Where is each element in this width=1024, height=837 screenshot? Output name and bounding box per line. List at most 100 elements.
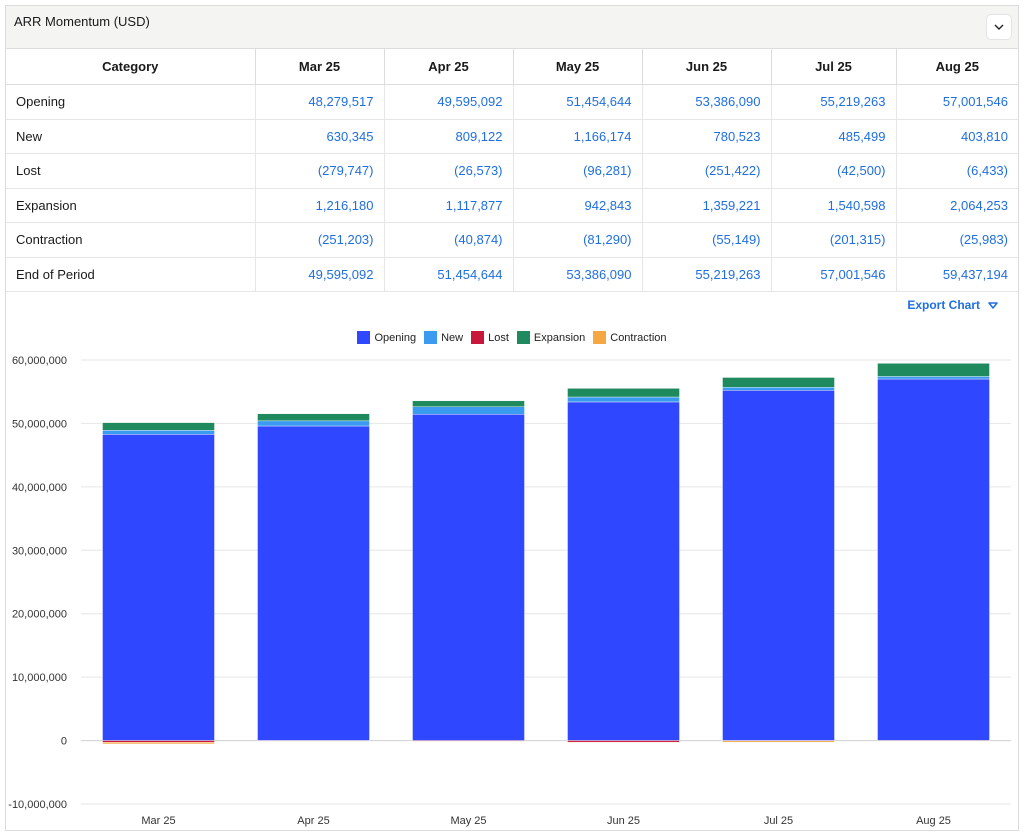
- bar-segment-opening[interactable]: [722, 390, 835, 741]
- bar-segment-contraction[interactable]: [102, 742, 215, 745]
- legend-label: New: [441, 331, 464, 344]
- panel-title: ARR Momentum (USD): [14, 14, 150, 29]
- arr-momentum-panel: ARR Momentum (USD) Category Mar 25 Apr 2…: [5, 5, 1019, 831]
- bar-segment-contraction[interactable]: [567, 741, 680, 743]
- bar-segment-expansion[interactable]: [877, 363, 990, 377]
- table-cell-link[interactable]: 48,279,517: [255, 84, 385, 120]
- bar-segment-new[interactable]: [102, 430, 215, 435]
- bar-segment-opening[interactable]: [412, 414, 525, 741]
- table-cell-link[interactable]: (251,422): [642, 153, 772, 189]
- bar-segment-opening[interactable]: [567, 401, 680, 741]
- bar-segment-contraction[interactable]: [412, 740, 525, 742]
- legend-swatch: [424, 331, 438, 344]
- table-cell-link[interactable]: 1,540,598: [771, 188, 897, 223]
- table-cell-link[interactable]: 49,595,092: [384, 84, 514, 120]
- bar-segment-new[interactable]: [722, 387, 835, 391]
- table-cell-link[interactable]: 55,219,263: [642, 257, 772, 292]
- legend-item-opening[interactable]: Opening: [357, 331, 416, 344]
- panel-header: ARR Momentum (USD): [6, 6, 1018, 49]
- row-category: Expansion: [6, 188, 256, 223]
- bar-segment-contraction[interactable]: [877, 740, 990, 742]
- bar-segment-contraction[interactable]: [722, 740, 835, 743]
- legend-swatch: [516, 331, 530, 344]
- legend-item-contraction[interactable]: Contraction: [593, 331, 667, 344]
- table-cell-link[interactable]: (96,281): [513, 153, 643, 189]
- table-cell-link[interactable]: 51,454,644: [384, 257, 514, 292]
- row-category: Opening: [6, 84, 256, 120]
- bar-segment-lost[interactable]: [567, 740, 680, 743]
- bar-segment-expansion[interactable]: [412, 400, 525, 408]
- table-cell-link[interactable]: 1,166,174: [513, 119, 643, 154]
- bar-segment-new[interactable]: [877, 376, 990, 380]
- y-tick-label: 10,000,000: [12, 672, 67, 684]
- arr-table: Category Mar 25 Apr 25 May 25 Jun 25 Jul…: [6, 49, 1018, 292]
- table-cell-link[interactable]: 51,454,644: [513, 84, 643, 120]
- bar-segment-lost[interactable]: [102, 740, 215, 743]
- table-cell-link[interactable]: 630,345: [255, 119, 385, 154]
- column-header[interactable]: Jul 25: [771, 49, 897, 85]
- row-category: End of Period: [6, 257, 256, 292]
- table-cell-link[interactable]: 57,001,546: [771, 257, 897, 292]
- bar-segment-new[interactable]: [257, 420, 370, 427]
- table-cell-link[interactable]: 2,064,253: [896, 188, 1018, 223]
- table-cell-link[interactable]: 55,219,263: [771, 84, 897, 120]
- chevron-down-icon: [994, 24, 1004, 30]
- x-tick-label: Mar 25: [141, 815, 175, 827]
- export-chart-button[interactable]: Export Chart: [907, 298, 998, 312]
- arr-stacked-bar-chart: 60,000,000 50,000,000 40,000,000 30,000,000…: [8, 355, 1011, 827]
- table-cell-link[interactable]: (25,983): [896, 222, 1018, 258]
- bar-segment-expansion[interactable]: [567, 388, 680, 398]
- table-cell-link[interactable]: 53,386,090: [513, 257, 643, 292]
- x-tick-label: Apr 25: [297, 815, 329, 827]
- bar-segment-new[interactable]: [567, 396, 680, 403]
- legend-item-lost[interactable]: Lost: [471, 331, 509, 344]
- bar-segment-expansion[interactable]: [257, 413, 370, 422]
- table-cell-link[interactable]: (279,747): [255, 153, 385, 189]
- bar-segment-contraction[interactable]: [257, 740, 370, 742]
- column-header[interactable]: Jun 25: [642, 49, 772, 85]
- bar-segment-opening[interactable]: [257, 425, 370, 741]
- triangle-down-icon: [988, 301, 998, 309]
- table-cell-link[interactable]: (201,315): [771, 222, 897, 258]
- legend-swatch: [593, 331, 607, 344]
- table-cell-link[interactable]: 485,499: [771, 119, 897, 154]
- column-header[interactable]: Mar 25: [255, 49, 385, 85]
- row-category: Lost: [6, 153, 256, 189]
- y-tick-label: -10,000,000: [8, 799, 67, 811]
- table-cell-link[interactable]: 53,386,090: [642, 84, 772, 120]
- table-cell-link[interactable]: 1,216,180: [255, 188, 385, 223]
- column-header[interactable]: Aug 25: [896, 49, 1018, 85]
- table-cell-link[interactable]: (81,290): [513, 222, 643, 258]
- table-cell-link[interactable]: (26,573): [384, 153, 514, 189]
- table-cell-link[interactable]: (251,203): [255, 222, 385, 258]
- bar-segment-opening[interactable]: [877, 378, 990, 741]
- table-cell-link[interactable]: 59,437,194: [896, 257, 1018, 292]
- table-row: Expansion 1,216,180 1,117,877 942,843 1,…: [6, 188, 1018, 223]
- table-cell-link[interactable]: 49,595,092: [255, 257, 385, 292]
- column-header[interactable]: Category: [6, 49, 256, 85]
- table-cell-link[interactable]: 809,122: [384, 119, 514, 154]
- table-cell-link[interactable]: (40,874): [384, 222, 514, 258]
- table-cell-link[interactable]: 780,523: [642, 119, 772, 154]
- collapse-button[interactable]: [986, 14, 1012, 40]
- table-cell-link[interactable]: 57,001,546: [896, 84, 1018, 120]
- column-header[interactable]: May 25: [513, 49, 643, 85]
- legend-label: Lost: [488, 331, 509, 344]
- table-cell-link[interactable]: 1,359,221: [642, 188, 772, 223]
- legend-item-expansion[interactable]: Expansion: [516, 331, 585, 344]
- y-tick-label: 60,000,000: [12, 355, 67, 367]
- legend-item-new[interactable]: New: [424, 331, 463, 344]
- bar-segment-expansion[interactable]: [722, 377, 835, 388]
- bar-segment-new[interactable]: [412, 406, 525, 415]
- table-cell-link[interactable]: (6,433): [896, 153, 1018, 189]
- bar-segment-expansion[interactable]: [102, 422, 215, 431]
- y-tick-label: 40,000,000: [12, 482, 67, 494]
- table-cell-link[interactable]: (55,149): [642, 222, 772, 258]
- bar-segment-opening[interactable]: [102, 434, 215, 741]
- table-cell-link[interactable]: 403,810: [896, 119, 1018, 154]
- table-cell-link[interactable]: 942,843: [513, 188, 643, 223]
- table-cell-link[interactable]: 1,117,877: [384, 188, 514, 223]
- column-header[interactable]: Apr 25: [384, 49, 514, 85]
- table-cell-link[interactable]: (42,500): [771, 153, 897, 189]
- table-row: End of Period 49,595,092 51,454,644 53,3…: [6, 257, 1018, 292]
